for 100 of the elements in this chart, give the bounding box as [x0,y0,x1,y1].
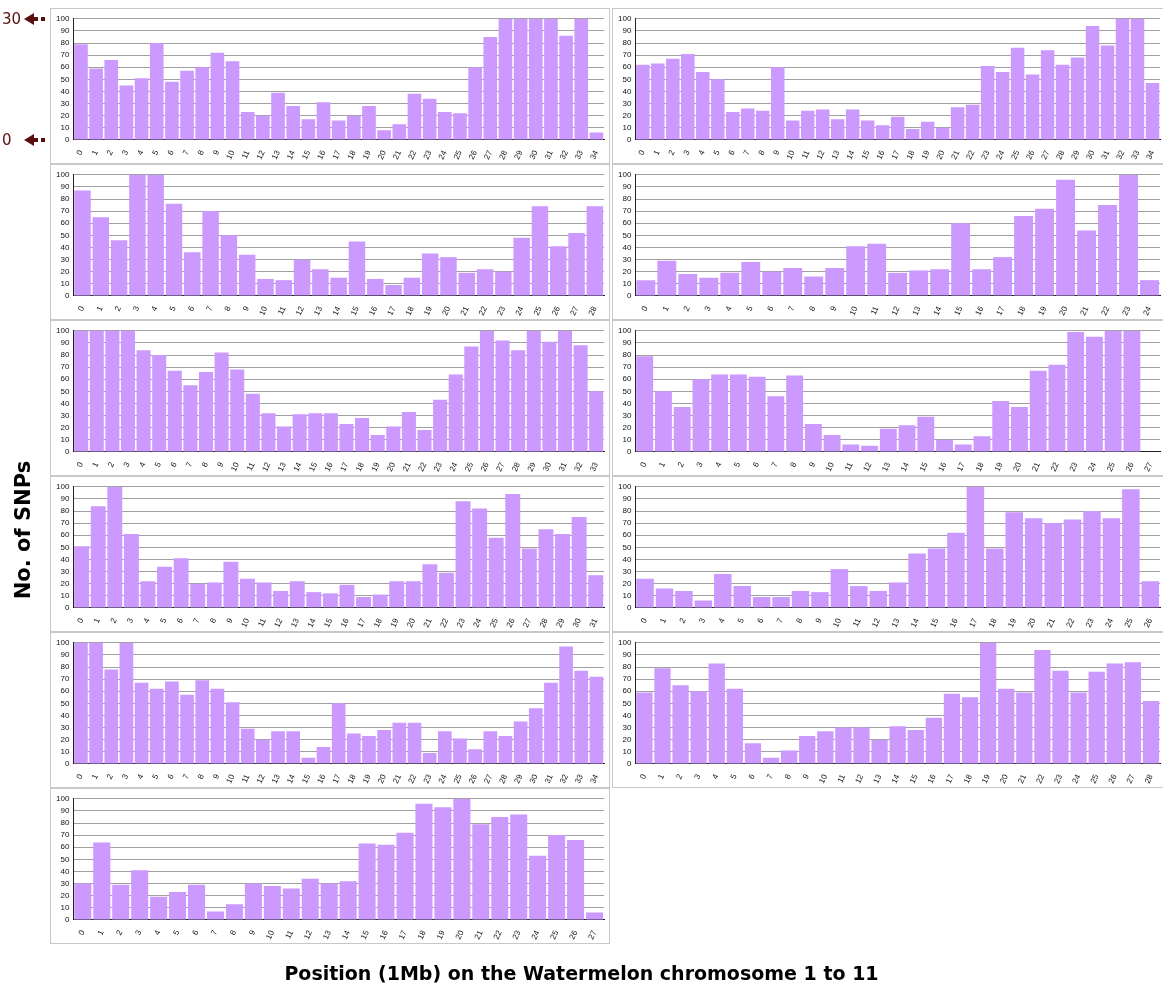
bar [257,278,274,296]
y-tick-label: 80 [60,350,70,360]
x-tick-label: 8 [195,148,207,157]
bar [804,424,822,452]
text: 30 [2,9,22,28]
x-tick-label: 7 [184,460,195,469]
x-tick-label: 26 [567,928,580,941]
bar [980,66,995,140]
x-tick-label: 5 [152,460,164,469]
x-tick-label: 3 [681,148,692,157]
x-tick-label: 27 [1124,772,1137,785]
y-tick-label: 0 [64,603,70,613]
bar [992,401,1010,452]
y-tick-label: 0 [626,291,632,301]
y-tick-label: 100 [617,638,632,647]
x-tick-label: 20 [998,772,1011,785]
y-tick-label: 70 [622,206,632,216]
x-tick-label: 2 [106,460,117,469]
y-tick-label: 30 [60,410,70,420]
x-tick-label: 7 [180,772,192,781]
x-tick-label: 13 [269,772,283,785]
x-tick-label: 3 [133,928,144,937]
x-tick-label: 5 [711,148,722,157]
y-tick-label: 100 [55,482,70,491]
x-tick-label: 15 [322,616,335,629]
x-tick-label: 29 [512,772,525,785]
x-tick-label: 22 [438,616,451,629]
x-tick-label: 18 [372,616,385,629]
x-tick-label: 34 [588,772,601,785]
bar [1055,64,1070,140]
y-tick-label: 10 [60,278,70,288]
y-tick-label: 40 [60,554,70,564]
bar [422,752,437,764]
x-tick-label: 29 [512,148,525,161]
bar [220,235,238,296]
y-tick-label: 10 [60,590,70,600]
x-tick-label: 13 [880,460,893,473]
bar [421,253,439,296]
x-tick-label: 3 [120,772,131,781]
bar [729,374,747,452]
x-tick-label: 24 [529,928,542,941]
bar [678,274,698,296]
bar [1115,18,1130,140]
y-tick-label: 70 [60,206,70,216]
y-tick-label: 10 [622,590,632,600]
x-tick-label: 6 [186,304,197,313]
bar [498,736,513,764]
bar [1106,663,1123,764]
x-tick-label: 16 [377,928,391,941]
y-tick-label: 40 [60,242,70,252]
y-tick-label: 70 [622,674,632,684]
bar [930,269,950,296]
x-tick-label: 18 [403,304,416,317]
y-tick-label: 100 [617,14,632,23]
bar [1077,230,1096,296]
x-tick-label: 21 [391,772,404,785]
x-tick-label: 25 [463,460,476,473]
bar [979,642,997,764]
x-tick-label: 24 [447,460,460,473]
y-tick-label: 20 [60,266,70,276]
x-tick-label: 10 [847,304,860,317]
y-tick-label: 40 [60,86,70,96]
x-tick-label: 20 [453,928,466,941]
x-tick-label: 28 [510,460,523,473]
y-tick-label: 80 [622,350,632,360]
x-tick-label: 12 [853,772,866,785]
x-tick-label: 16 [925,772,938,785]
bar [879,428,897,452]
x-tick-label: 24 [471,616,484,629]
x-tick-label: 23 [1120,304,1133,317]
x-tick-label: 21 [1045,616,1058,629]
x-tick-label: 15 [358,928,372,941]
bar [510,814,528,920]
x-tick-label: 27 [586,928,599,941]
x-tick-label: 27 [521,616,534,629]
x-tick-label: 0 [74,148,85,157]
x-tick-label: 6 [746,772,757,781]
y-tick-label: 80 [60,194,70,204]
x-tick-label: 22 [1064,616,1077,629]
y-tick-label: 30 [60,722,70,732]
x-tick-label: 17 [385,304,398,317]
x-tick-label: 11 [239,148,252,161]
x-tick-label: 3 [131,304,142,313]
x-tick-label: 28 [497,148,510,161]
bar [1083,511,1101,608]
bar [998,688,1015,764]
x-tick-label: 13 [269,148,283,161]
x-tick-label: 1 [656,772,667,781]
y-tick-label: 20 [622,578,632,588]
x-tick-label: 21 [1030,460,1043,473]
x-tick-label: 10 [784,148,797,161]
bar [358,843,376,920]
x-tick-label: 27 [482,772,495,785]
bar [1085,26,1100,140]
bar [772,596,790,608]
x-tick-label: 21 [400,460,413,473]
x-tick-label: 9 [211,772,222,781]
x-tick-label: 20 [1025,616,1038,629]
x-tick-label: 3 [692,772,703,781]
x-tick-label: 14 [844,148,857,161]
